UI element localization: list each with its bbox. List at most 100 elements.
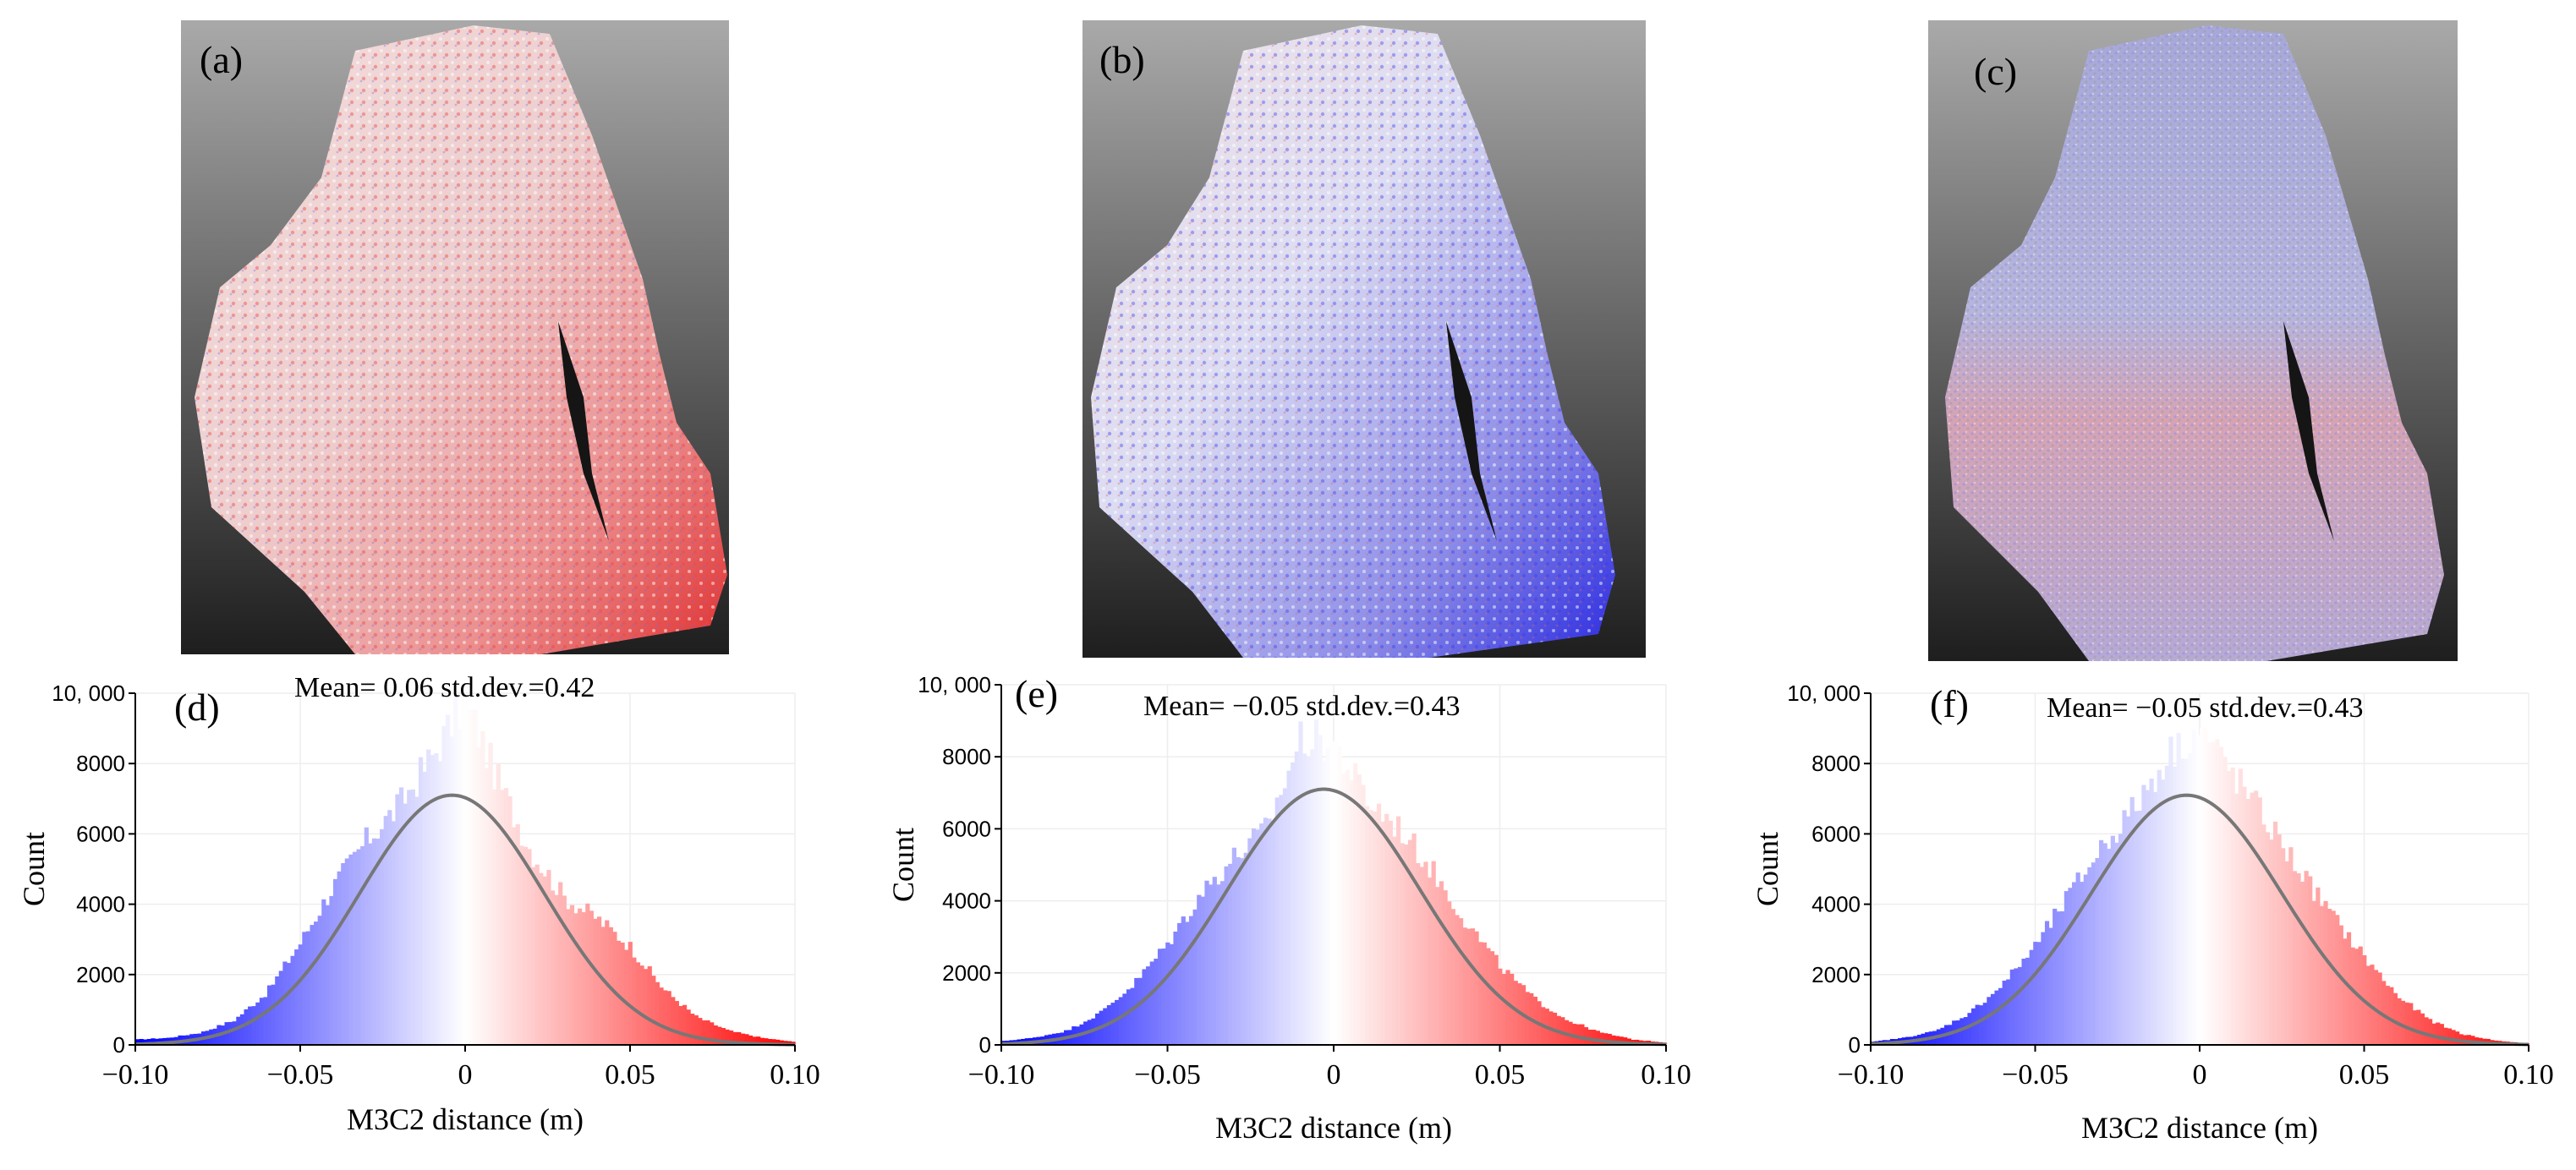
- histogram-bar: [2292, 871, 2298, 1045]
- histogram-bar: [1115, 999, 1120, 1045]
- histogram-bar: [1998, 987, 2003, 1045]
- histogram-bar: [748, 1035, 754, 1045]
- histogram-bar: [441, 725, 447, 1045]
- histogram-bar: [1482, 942, 1487, 1045]
- histogram-bar: [1188, 916, 1194, 1045]
- histogram-bar: [1118, 997, 1123, 1045]
- histogram-bar: [2447, 1028, 2453, 1045]
- histogram-bar: [430, 755, 435, 1045]
- histogram-bar: [2284, 861, 2289, 1045]
- panel-c-label: (c): [1974, 50, 2017, 93]
- histogram-bar: [764, 1038, 769, 1045]
- histogram-bar: [1572, 1024, 1577, 1045]
- histogram-f: 0 2000 4000 6000 8000 10, 000 −0.10 −0.05 0 0.05 0…: [1751, 681, 2554, 1145]
- histogram-bar: [2331, 910, 2336, 1045]
- histogram-bar: [2157, 769, 2162, 1045]
- y-tick-label: 4000: [76, 892, 125, 917]
- histogram-bar: [1466, 928, 1472, 1045]
- histogram-bar: [275, 976, 280, 1045]
- histogram-bar: [2180, 758, 2185, 1045]
- histogram-bar: [2222, 757, 2228, 1045]
- histogram-bar: [578, 908, 583, 1045]
- histogram-bar: [647, 966, 652, 1045]
- histogram-bar: [2064, 891, 2069, 1045]
- histogram-bar: [2114, 842, 2119, 1045]
- histogram-bar: [2025, 957, 2031, 1045]
- histogram-bar: [1137, 977, 1143, 1045]
- histogram-bar: [2102, 843, 2107, 1045]
- histogram-bar: [1181, 916, 1186, 1045]
- gaussian-fit-line: [1870, 793, 2529, 1047]
- histogram-bar: [2304, 871, 2309, 1045]
- histogram-bar: [232, 1021, 237, 1045]
- histogram-bar: [1380, 821, 1385, 1045]
- histogram-bar: [1494, 954, 1499, 1045]
- x-tick-label: 0: [458, 1059, 473, 1091]
- panel-c-texture: [1945, 25, 2444, 661]
- histogram-bar: [1240, 858, 1245, 1045]
- y-tick-label: 4000: [1811, 892, 1861, 917]
- histogram-bar: [705, 1020, 710, 1045]
- histogram-bar: [1982, 1003, 1987, 1045]
- histogram-bar: [348, 854, 354, 1045]
- panel-a-label: (a): [200, 38, 243, 81]
- histogram-bar: [1154, 959, 1159, 1045]
- histogram-bar: [1259, 823, 1264, 1045]
- histogram-bar: [690, 1014, 695, 1045]
- histogram-bar: [2122, 810, 2127, 1045]
- histogram-bar: [515, 824, 520, 1045]
- y-tick-label: 8000: [1811, 751, 1861, 776]
- histogram-bar: [2261, 824, 2266, 1045]
- histogram-bar: [2203, 728, 2208, 1045]
- histogram-bar: [1149, 961, 1154, 1045]
- histogram-bar: [2389, 987, 2394, 1045]
- x-tick-label: 0: [2193, 1059, 2207, 1091]
- histogram-bar: [1513, 981, 1518, 1045]
- histogram-bar: [1306, 757, 1311, 1045]
- histogram-bar: [248, 1006, 253, 1045]
- histogram-bar: [512, 827, 517, 1045]
- histogram-bar: [1619, 1036, 1624, 1045]
- gaussian-fit-line: [134, 793, 796, 1047]
- histogram-bar: [1173, 931, 1178, 1045]
- histogram-bar: [2009, 969, 2014, 1045]
- histogram-bar: [2095, 857, 2100, 1045]
- histogram-bar: [2083, 874, 2088, 1045]
- histogram-bar: [2002, 981, 2007, 1045]
- histogram-bar: [531, 867, 536, 1045]
- histogram-bar: [2110, 835, 2115, 1045]
- histogram-bar: [480, 730, 485, 1045]
- y-tick-label: 0: [113, 1032, 125, 1058]
- histogram-bar: [2245, 799, 2251, 1045]
- histogram-bar: [1361, 785, 1366, 1045]
- histogram-bar: [337, 871, 342, 1045]
- histogram-bar: [2308, 876, 2313, 1045]
- histogram-bar: [756, 1036, 761, 1045]
- y-tick-label: 4000: [942, 888, 991, 914]
- histogram-bar: [239, 1014, 245, 1045]
- histogram-bar: [1279, 795, 1284, 1045]
- histogram-bar: [2099, 839, 2104, 1045]
- histogram-bar: [2335, 915, 2340, 1045]
- histogram-bar: [453, 695, 458, 1045]
- histogram-bar: [267, 985, 272, 1045]
- histogram-bar: [1302, 753, 1307, 1045]
- histogram-bar: [2041, 932, 2046, 1045]
- histogram-bar: [2036, 942, 2042, 1045]
- histogram-bar: [1568, 1021, 1573, 1045]
- histogram-bar: [1286, 770, 1291, 1045]
- histogram-bar: [1975, 1004, 1980, 1045]
- histogram-bar: [1599, 1032, 1604, 1045]
- histogram-bar: [1505, 970, 1510, 1045]
- x-tick-label: 0.05: [2339, 1059, 2390, 1091]
- histogram-bar: [2420, 1013, 2425, 1045]
- histogram-bar: [593, 918, 598, 1045]
- histogram-bar: [146, 1039, 151, 1045]
- histogram-bar: [1592, 1030, 1597, 1045]
- histogram-bar: [1212, 877, 1217, 1045]
- histogram-bar: [1431, 861, 1436, 1045]
- histogram-bar: [2343, 938, 2348, 1045]
- histogram-bar: [360, 845, 365, 1045]
- histogram-bar: [2172, 766, 2178, 1045]
- histogram-bar: [387, 810, 392, 1045]
